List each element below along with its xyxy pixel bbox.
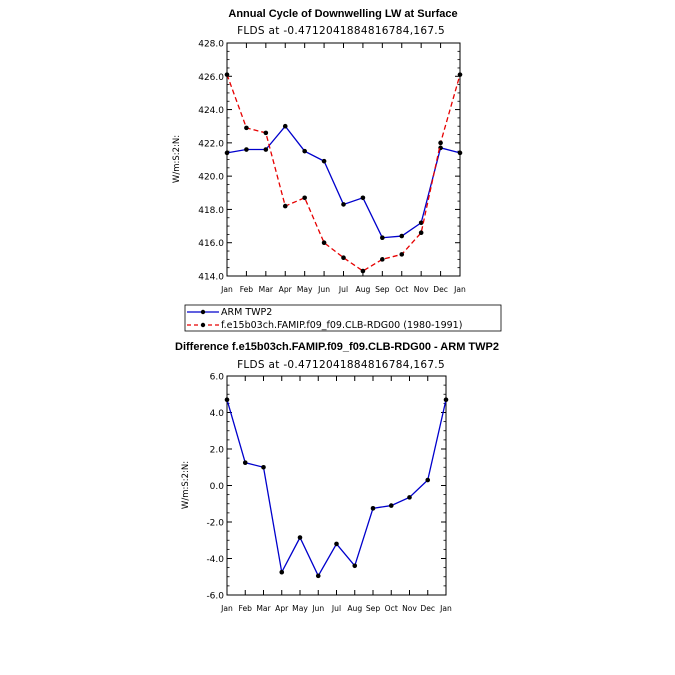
- bottom-series-0-point: [425, 477, 431, 483]
- bottom-series-0-point: [370, 506, 376, 511]
- top-xtick-label: Jan: [453, 285, 466, 294]
- bottom-chart-ylabel: W/m:S:2:N:: [181, 461, 191, 509]
- top-series-1-point: [282, 203, 288, 209]
- bottom-xtick-label: Jan: [220, 604, 233, 613]
- top-xtick-label: Feb: [240, 285, 254, 294]
- bottom-series-0-point: [242, 460, 248, 465]
- bottom-xtick-label: Oct: [385, 604, 398, 613]
- top-axes-frame: [226, 42, 461, 277]
- bottom-series-0-point: [407, 495, 412, 500]
- bottom-series-0-point: [297, 535, 303, 540]
- bottom-axes-frame: [226, 375, 447, 596]
- bottom-chart-title: Difference f.e15b03ch.FAMIP.f09_f09.CLB-…: [175, 341, 499, 353]
- top-series-0-point: [263, 147, 269, 152]
- bottom-ytick-label: 6.0: [210, 373, 225, 383]
- top-series-line-0: [226, 125, 461, 239]
- top-series-0-point: [457, 150, 463, 156]
- top-xtick-label: Jul: [338, 285, 348, 294]
- legend-marker-model: [200, 322, 206, 328]
- top-ytick-label: 422.0: [198, 139, 224, 149]
- top-xtick-label: Aug: [356, 285, 371, 294]
- bottom-series-0-point: [388, 503, 394, 508]
- top-xtick-label: Jan: [220, 285, 233, 294]
- top-xtick-label: Jun: [317, 285, 330, 294]
- top-series-1-point: [360, 268, 366, 274]
- top-chart-ylabel: W/m:S:2:N:: [172, 135, 182, 183]
- bottom-series-0-point: [279, 569, 285, 575]
- bottom-series-0-point: [224, 397, 230, 403]
- top-series-0-point: [302, 148, 307, 154]
- bottom-series-0-point: [334, 541, 339, 547]
- bottom-ytick-label: -2.0: [206, 519, 224, 529]
- top-ytick-label: 420.0: [198, 173, 224, 183]
- top-series-1-point: [438, 140, 443, 146]
- top-ytick-label: 424.0: [198, 106, 224, 116]
- top-series-1-point: [321, 240, 327, 246]
- top-series-line-1: [226, 74, 461, 272]
- legend-label-model: f.e15b03ch.FAMIP.f09_f09.CLB-RDG00 (1980…: [221, 320, 462, 331]
- top-series-1-point: [341, 255, 346, 260]
- top-xtick-label: May: [297, 285, 313, 294]
- top-ytick-label: 426.0: [198, 73, 224, 83]
- legend-marker-arm: [200, 309, 206, 315]
- bottom-series-0-point: [261, 464, 266, 470]
- top-series-0-point: [360, 195, 366, 201]
- bottom-xtick-label: Dec: [420, 604, 435, 613]
- bottom-xtick-label: May: [292, 604, 308, 613]
- top-series-0-point: [341, 202, 346, 207]
- top-ytick-label: 428.0: [198, 40, 224, 50]
- legend-label-arm: ARM TWP2: [221, 307, 272, 318]
- top-xtick-label: Nov: [414, 285, 429, 294]
- bottom-xtick-label: Jun: [311, 604, 324, 613]
- bottom-ytick-label: 2.0: [210, 446, 225, 456]
- top-ytick-label: 418.0: [198, 206, 224, 216]
- top-series-1-point: [244, 125, 249, 131]
- top-xtick-label: Apr: [279, 285, 293, 294]
- top-xtick-label: Dec: [433, 285, 448, 294]
- bottom-series-0-point: [352, 563, 358, 569]
- bottom-xtick-label: Jan: [439, 604, 452, 613]
- top-series-1-point: [399, 252, 405, 257]
- top-plot-area: 414.0 416.0 418.0 420.0 422.0 424.0 426.0 428.0…: [198, 40, 466, 295]
- top-series-0-point: [418, 220, 424, 226]
- legend-box: [184, 304, 502, 332]
- bottom-xtick-label: Aug: [347, 604, 362, 613]
- top-series-0-point: [224, 150, 230, 156]
- top-ytick-label: 414.0: [198, 273, 224, 283]
- top-series-1-point: [380, 257, 385, 262]
- top-series-0-point: [321, 158, 327, 164]
- bottom-xtick-label: Jul: [331, 604, 341, 613]
- bottom-ytick-label: 0.0: [210, 482, 225, 492]
- top-xtick-label: Sep: [375, 285, 389, 294]
- bottom-xtick-label: Apr: [275, 604, 289, 613]
- top-series-0-point: [244, 147, 249, 152]
- bottom-ytick-label: -4.0: [206, 555, 224, 565]
- top-chart-subtitle: FLDS at -0.4712041884816784,167.5: [237, 25, 445, 37]
- bottom-xtick-label: Sep: [366, 604, 380, 613]
- top-ytick-label: 416.0: [198, 239, 224, 249]
- bottom-series-line-0: [226, 399, 447, 578]
- top-xtick-label: Oct: [395, 285, 408, 294]
- top-series-1-point: [224, 72, 230, 77]
- bottom-ytick-label: 4.0: [210, 409, 225, 419]
- top-series-0-point: [399, 233, 405, 239]
- top-series-1-point: [263, 130, 269, 136]
- bottom-xtick-label: Mar: [256, 604, 271, 613]
- top-xtick-label: Mar: [259, 285, 274, 294]
- legend: ARM TWP2 f.e15b03ch.FAMIP.f09_f09.CLB-RD…: [184, 304, 502, 332]
- bottom-chart-subtitle: FLDS at -0.4712041884816784,167.5: [237, 359, 445, 371]
- top-series-0-point: [380, 235, 385, 241]
- bottom-series-0-point: [443, 397, 449, 403]
- top-series-1-point: [302, 195, 307, 201]
- bottom-series-0-point: [315, 573, 321, 579]
- bottom-ytick-label: -6.0: [206, 592, 224, 602]
- top-series-1-point: [418, 230, 424, 236]
- bottom-xtick-label: Nov: [402, 604, 417, 613]
- top-series-0-point: [282, 123, 288, 129]
- bottom-xtick-label: Feb: [239, 604, 253, 613]
- top-chart-title: Annual Cycle of Downwelling LW at Surfac…: [228, 8, 457, 20]
- top-series-1-point: [457, 72, 463, 77]
